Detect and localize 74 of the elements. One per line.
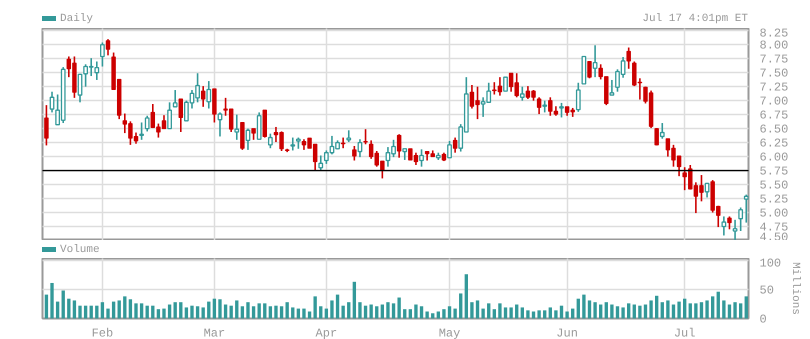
candlestick [610, 79, 614, 96]
x-tick-label: Jul [674, 326, 696, 339]
y-tick-label: 6.75 [760, 108, 788, 123]
candlestick [139, 122, 144, 141]
x-tick-label: Mar [204, 326, 226, 339]
candlestick [536, 96, 542, 115]
candlestick [452, 136, 458, 154]
candlestick [626, 46, 631, 70]
candlestick [50, 90, 54, 114]
candlestick [206, 80, 212, 110]
candlestick [704, 182, 710, 198]
candlestick [576, 82, 581, 113]
candlestick [358, 138, 362, 158]
candlestick [352, 145, 357, 162]
candlestick [167, 102, 172, 130]
legend-label: Daily [60, 13, 94, 25]
candlestick [402, 148, 408, 161]
candlestick [144, 114, 150, 132]
candlestick [587, 60, 592, 80]
y-tick-label: 5.75 [760, 164, 788, 179]
x-tick-label: May [438, 326, 460, 339]
y-tick-label: 50 [760, 283, 774, 298]
y-tick-label: 8.00 [760, 38, 788, 53]
candlestick [447, 140, 452, 159]
candlestick [218, 112, 222, 138]
y-tick-label: 5.00 [760, 206, 788, 221]
y-tick-label: 5.50 [760, 178, 788, 193]
y-tick-label: 6.00 [760, 150, 788, 165]
candlestick [727, 216, 732, 230]
candlestick [721, 216, 726, 236]
y-tick-label: 6.25 [760, 136, 788, 151]
candlestick [340, 136, 346, 150]
y-tick-label: 0 [760, 312, 767, 326]
x-tick-label: Feb [92, 326, 114, 339]
x-tick-label: Apr [316, 326, 338, 339]
candlestick [654, 127, 659, 146]
candlestick [178, 98, 184, 133]
y-tick-label: 5.25 [760, 192, 788, 207]
y-tick-label: 8.25 [760, 26, 788, 40]
candlestick [296, 136, 301, 150]
candlestick [268, 132, 273, 150]
candlestick [732, 219, 738, 240]
text: Jul 17 4:01pm ET [642, 13, 748, 25]
candlestick [503, 76, 508, 92]
candlestick [246, 128, 250, 151]
candlestick [346, 130, 352, 143]
candlestick [559, 102, 564, 118]
y-axis-title: Millions [789, 262, 802, 315]
legend-label: Volume [60, 244, 100, 256]
candlestick [234, 114, 240, 141]
candlestick [290, 136, 296, 152]
candlestick [419, 148, 424, 168]
candlestick [592, 44, 598, 78]
y-tick-label: 7.50 [760, 66, 788, 81]
x-tick-label: Jun [556, 326, 578, 339]
candlestick [542, 100, 548, 114]
candlestick [738, 206, 744, 232]
candlestick [744, 194, 748, 224]
candlestick [363, 128, 368, 146]
y-tick-label: 7.25 [760, 80, 788, 95]
candlestick [251, 128, 256, 141]
y-tick-label: 6.50 [760, 122, 788, 137]
candlestick [256, 112, 262, 140]
y-tick-label: 7.75 [760, 52, 788, 67]
candlestick [44, 104, 49, 146]
y-tick-label: 7.00 [760, 94, 788, 109]
candlestick [200, 85, 206, 108]
candlestick [100, 42, 105, 68]
y-tick-label: 100 [760, 256, 782, 270]
candlestick [660, 122, 665, 140]
candlestick [520, 86, 525, 102]
candlestick [318, 154, 324, 171]
candlestick [172, 89, 178, 108]
candlestick [396, 133, 402, 159]
